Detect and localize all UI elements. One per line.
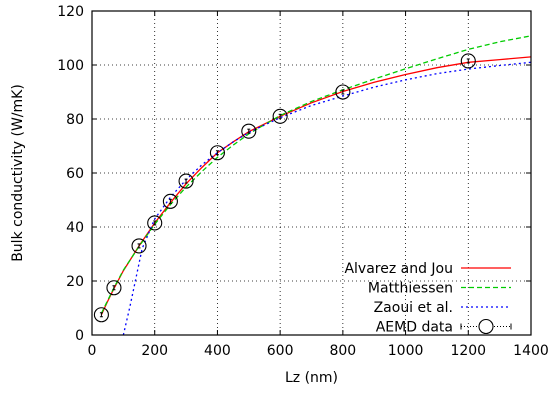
legend-label-aemd-data: AEMD data xyxy=(376,320,453,336)
data-point xyxy=(460,53,476,69)
data-point xyxy=(93,307,109,323)
data-point xyxy=(178,173,194,189)
y-tick-label: 60 xyxy=(66,166,84,182)
y-tick-label: 80 xyxy=(66,112,84,128)
y-axis-title: Bulk conductivity (W/mK) xyxy=(10,84,26,262)
x-axis-title: Lz (nm) xyxy=(285,370,338,386)
data-point xyxy=(162,193,178,209)
y-tick-label: 20 xyxy=(66,274,84,290)
data-point-marker xyxy=(131,238,147,254)
data-point xyxy=(241,123,257,139)
x-tick-label: 0 xyxy=(88,343,97,359)
legend-marker xyxy=(478,318,494,335)
data-point-marker xyxy=(335,84,351,100)
data-point-marker xyxy=(178,173,194,189)
x-tick-label: 600 xyxy=(267,343,294,359)
grid-lines xyxy=(92,11,531,335)
data-point-marker xyxy=(460,53,476,69)
data-point-marker xyxy=(93,307,109,323)
series-line-alvarez-and-jou xyxy=(100,56,531,316)
x-tick-label: 1000 xyxy=(388,343,424,359)
data-point xyxy=(209,145,225,161)
data-point xyxy=(147,215,163,231)
legend: Alvarez and Jou Matthiessen Zaoui et al. AE… xyxy=(344,261,512,336)
data-point-marker xyxy=(147,215,163,231)
data-point xyxy=(106,280,122,296)
data-point-marker xyxy=(162,193,178,209)
data-point xyxy=(272,108,288,124)
series-layer xyxy=(100,35,531,335)
x-tick-label: 200 xyxy=(141,343,168,359)
legend-label-alvarez-and-jou: Alvarez and Jou xyxy=(344,261,453,277)
series-line-matthiessen xyxy=(100,35,531,314)
x-tick-label: 1400 xyxy=(513,343,549,359)
data-point-marker xyxy=(241,123,257,139)
y-tick-label: 100 xyxy=(57,58,84,74)
data-point-marker xyxy=(272,108,288,124)
data-point xyxy=(131,238,147,254)
data-point-marker xyxy=(209,145,225,161)
series-line-zaoui-et-al xyxy=(122,61,531,335)
x-tick-label: 400 xyxy=(204,343,231,359)
y-tick-label: 0 xyxy=(75,328,84,344)
y-tick-label: 120 xyxy=(57,4,84,20)
plot-frame xyxy=(91,10,532,336)
x-tick-label: 800 xyxy=(329,343,356,359)
data-point-marker xyxy=(106,280,122,296)
axis-ticks: 0 200 400 600 800 1000 1200 1400 0 20 40 60 80 100 120 xyxy=(57,4,549,359)
y-tick-label: 40 xyxy=(66,220,84,236)
data-points xyxy=(93,53,476,323)
legend-label-zaoui-et-al: Zaoui et al. xyxy=(374,300,453,316)
data-point xyxy=(335,84,351,100)
legend-label-matthiessen: Matthiessen xyxy=(368,281,453,297)
x-tick-label: 1200 xyxy=(450,343,486,359)
